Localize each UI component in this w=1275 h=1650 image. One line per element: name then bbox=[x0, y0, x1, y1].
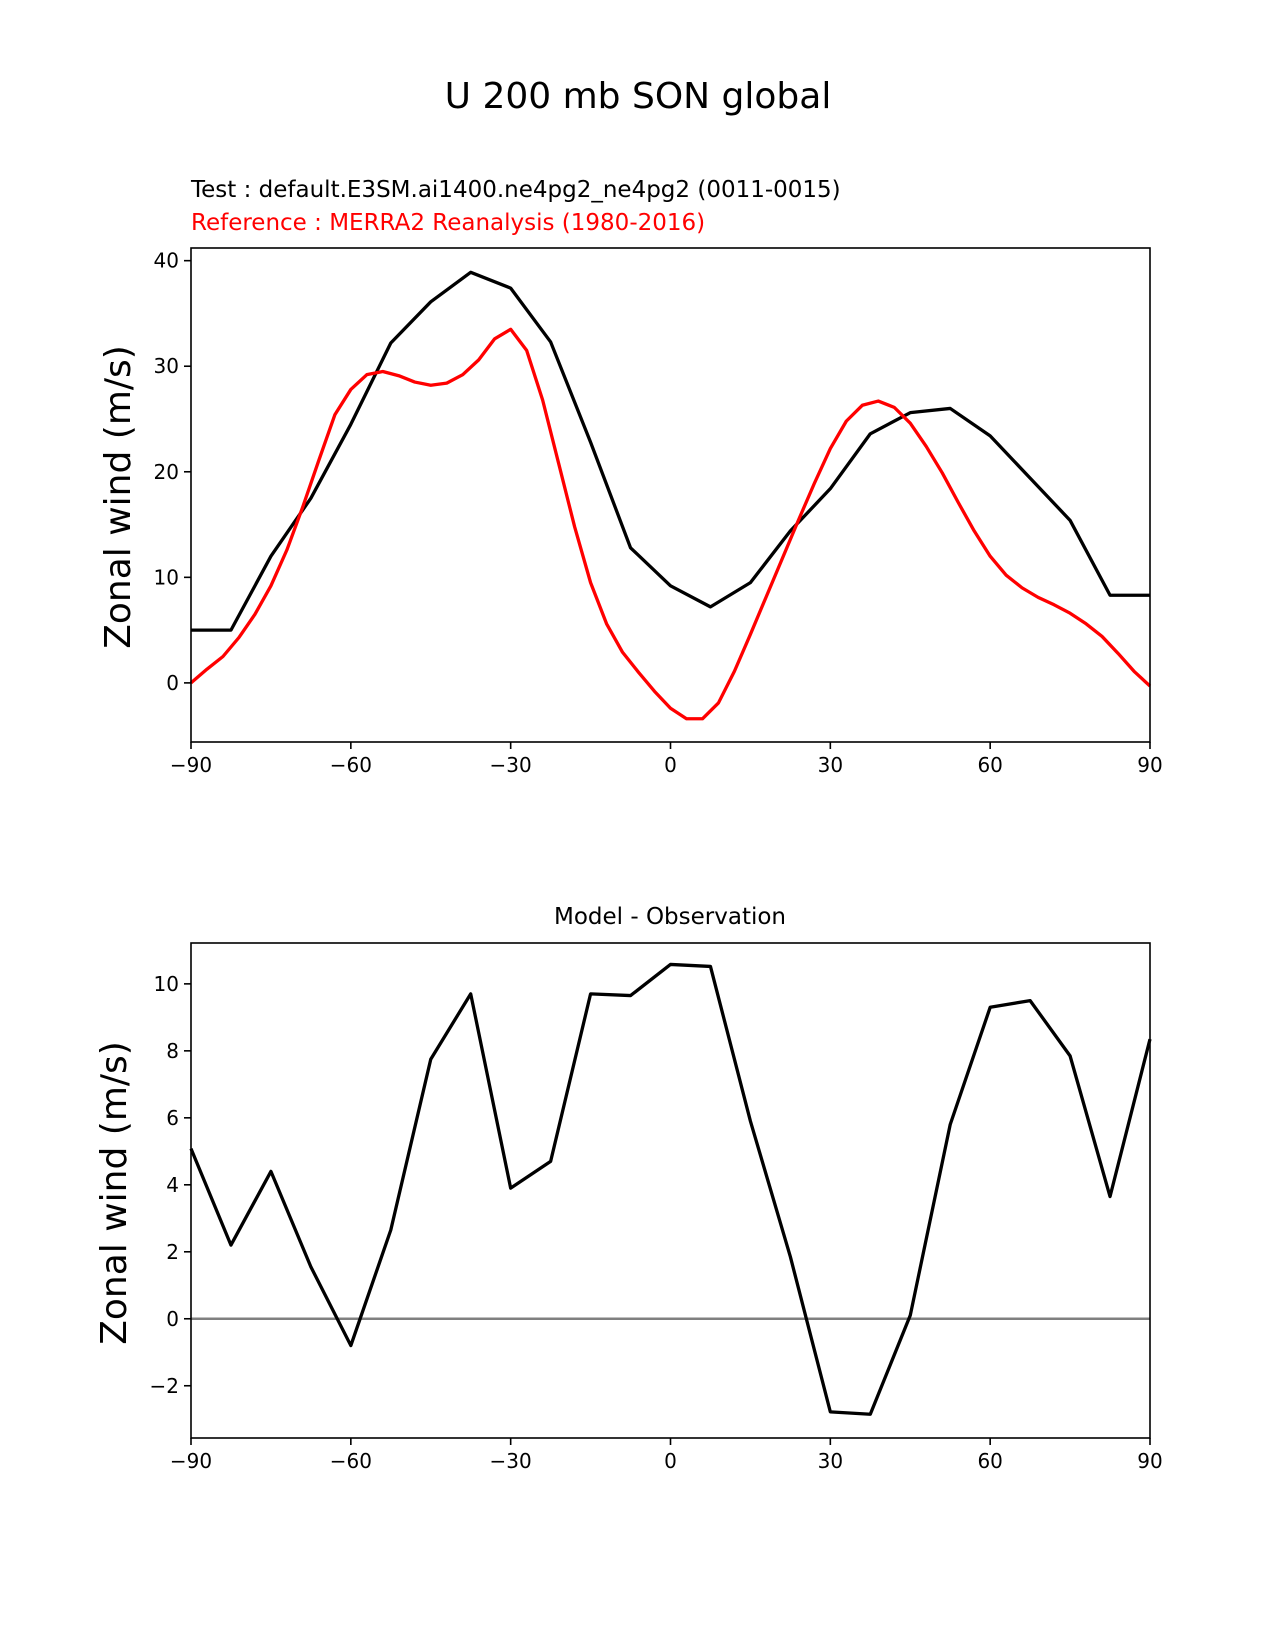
bottom-y-tick-label: 2 bbox=[166, 1240, 179, 1264]
bottom-chart-title: Model - Observation bbox=[554, 904, 786, 930]
top-y-tick-label: 30 bbox=[154, 354, 179, 378]
top-series bbox=[189, 270, 1152, 721]
top-x-tick-label: −90 bbox=[170, 753, 212, 777]
top-x-tick-label: −30 bbox=[490, 753, 532, 777]
bottom-y-tick-label: 4 bbox=[166, 1173, 179, 1197]
bottom-x-tick-label: −60 bbox=[330, 1449, 372, 1473]
top-x-tick-label: −60 bbox=[330, 753, 372, 777]
bottom-x-tick-label: −90 bbox=[170, 1449, 212, 1473]
bottom-y-tick-label: −2 bbox=[150, 1374, 179, 1398]
bottom-plot-frame bbox=[190, 942, 1151, 1439]
top-y-axis-title: Zonal wind (m/s) bbox=[98, 345, 139, 649]
bottom-y-tick-label: 8 bbox=[166, 1039, 179, 1063]
top-x-tick-label: 60 bbox=[977, 753, 1002, 777]
bottom-x-tick-label: −30 bbox=[490, 1449, 532, 1473]
top-chart-panel: Test : default.E3SM.ai1400.ne4pg2_ne4pg2… bbox=[98, 177, 1163, 777]
bottom-y-tick-label: 6 bbox=[166, 1106, 179, 1130]
top-plot-frame bbox=[190, 247, 1151, 743]
test-label: Test : default.E3SM.ai1400.ne4pg2_ne4pg2… bbox=[190, 177, 841, 203]
top-axis-ticks: −90 −60 −30 0 30 60 90 0 10 20 30 40 bbox=[154, 249, 1163, 777]
figure-title: U 200 mb SON global bbox=[445, 76, 832, 117]
bottom-chart-panel: Model - Observation Zonal wind (m/s) −90… bbox=[94, 904, 1163, 1473]
top-series-reference-line bbox=[189, 327, 1152, 721]
bottom-axis-ticks: −90 −60 −30 0 30 60 90 −2 0 2 4 6 8 10 bbox=[150, 972, 1163, 1473]
bottom-y-tick-label: 10 bbox=[154, 972, 179, 996]
top-series-test-line bbox=[191, 270, 1150, 632]
bottom-series-model-observation-line bbox=[189, 962, 1152, 1416]
bottom-x-tick-label: 90 bbox=[1137, 1449, 1162, 1473]
top-y-tick-label: 20 bbox=[154, 460, 179, 484]
bottom-y-tick-label: 0 bbox=[166, 1307, 179, 1331]
top-y-tick-label: 0 bbox=[166, 671, 179, 695]
reference-label: Reference : MERRA2 Reanalysis (1980-2016… bbox=[191, 210, 705, 236]
bottom-series bbox=[189, 962, 1152, 1416]
top-x-tick-label: 30 bbox=[818, 753, 843, 777]
top-x-tick-label: 90 bbox=[1137, 753, 1162, 777]
bottom-x-tick-label: 60 bbox=[977, 1449, 1002, 1473]
top-y-tick-label: 10 bbox=[154, 565, 179, 589]
bottom-y-axis-title: Zonal wind (m/s) bbox=[94, 1041, 135, 1345]
top-y-tick-label: 40 bbox=[154, 249, 179, 273]
top-x-tick-label: 0 bbox=[664, 753, 677, 777]
bottom-x-tick-label: 0 bbox=[664, 1449, 677, 1473]
bottom-x-tick-label: 30 bbox=[818, 1449, 843, 1473]
